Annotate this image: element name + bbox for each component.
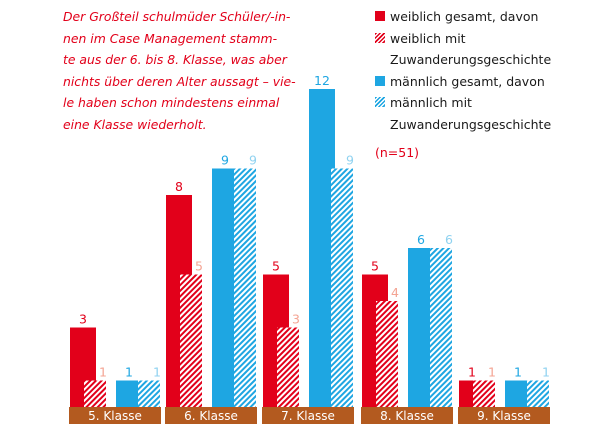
legend-swatch-female-migration — [375, 32, 385, 43]
data-label: 1 — [542, 365, 550, 380]
category-label: 6. Klasse — [184, 409, 238, 423]
legend-swatch-male-total — [375, 75, 385, 86]
bar-male-migration — [331, 168, 353, 407]
data-label: 1 — [125, 365, 133, 380]
annotation-line: nichts über deren Alter aussagt – vie- — [63, 73, 296, 89]
bar-female-migration — [180, 274, 202, 407]
bar-male-migration — [138, 380, 160, 407]
x-axis-band: 5. Klasse 6. Klasse 7. Klasse 8. Klasse 9. K… — [69, 407, 550, 424]
category-label: 8. Klasse — [380, 409, 434, 423]
category-band — [458, 407, 550, 424]
annotation-line: te aus der 6. bis 8. Klasse, was aber — [63, 52, 287, 67]
data-label: 9 — [346, 153, 354, 168]
legend-label: weiblich mit Zuwanderungsgeschichte — [390, 30, 552, 68]
legend-entry-male-total: männlich gesamt, davon — [375, 71, 607, 93]
data-label: 12 — [314, 73, 330, 88]
bar-male-total — [212, 168, 238, 407]
bar-female-migration — [473, 380, 495, 407]
category-band — [69, 407, 161, 424]
legend-entry-female-migration: weiblich mit Zuwanderungsgeschichte — [375, 28, 607, 71]
data-label: 6 — [417, 232, 425, 247]
annotation-line: eine Klasse wiederholt. — [63, 116, 207, 132]
data-label: 9 — [221, 153, 229, 168]
category-band — [262, 407, 354, 424]
data-label: 6 — [445, 232, 453, 247]
category-label: 9. Klasse — [477, 409, 531, 423]
data-label: 3 — [79, 312, 87, 327]
legend-label: männlich gesamt, davon — [390, 73, 545, 89]
bar-male-total — [408, 248, 434, 407]
data-label: 1 — [153, 365, 161, 380]
category-label: 7. Klasse — [281, 409, 335, 423]
data-label: 5 — [371, 259, 379, 274]
legend-swatch-male-migration — [375, 97, 385, 107]
annotation-line: nen im Case Management stamm- — [63, 30, 278, 46]
bar-female-migration — [84, 380, 106, 407]
data-label: 1 — [488, 365, 496, 380]
legend-entry-female-total: weiblich gesamt, davon — [375, 6, 607, 28]
bar-female-migration — [376, 301, 398, 407]
category-band — [165, 407, 257, 424]
category-label: 5. Klasse — [88, 409, 142, 423]
legend-entry-male-migration: männlich mit Zuwanderungsgeschichte — [375, 92, 607, 135]
data-label: 4 — [391, 285, 399, 300]
sample-size-note: (n=51) — [375, 145, 420, 160]
data-label: 3 — [292, 312, 300, 327]
data-label: 1 — [99, 365, 107, 380]
bar-female-migration — [277, 327, 299, 407]
category-band — [361, 407, 453, 424]
bar-male-total — [505, 380, 531, 407]
annotation-line: Der Großteil schulmüder Schüler/-in- — [63, 9, 291, 24]
bar-male-migration — [430, 248, 452, 407]
data-label: 1 — [514, 365, 522, 380]
data-label: 5 — [272, 259, 280, 274]
bar-male-migration — [527, 380, 549, 407]
legend-swatch-female-total — [375, 11, 385, 21]
bar-male-total — [116, 380, 142, 407]
annotation-line: le haben schon mindestens einmal — [63, 95, 280, 110]
data-label: 1 — [468, 365, 476, 380]
chart-legend: weiblich gesamt, davon weiblich mit Zuwa… — [375, 6, 607, 135]
legend-label: männlich mit Zuwanderungsgeschichte — [390, 95, 552, 132]
bar-male-migration — [234, 168, 256, 407]
annotation-text: Der Großteil schulmüder Schüler/-in- nen… — [63, 6, 363, 135]
bar-male-total — [309, 89, 335, 407]
data-label: 9 — [249, 153, 257, 168]
data-label: 5 — [195, 259, 203, 274]
data-label: 8 — [175, 179, 183, 194]
legend-label: weiblich gesamt, davon — [390, 9, 539, 24]
